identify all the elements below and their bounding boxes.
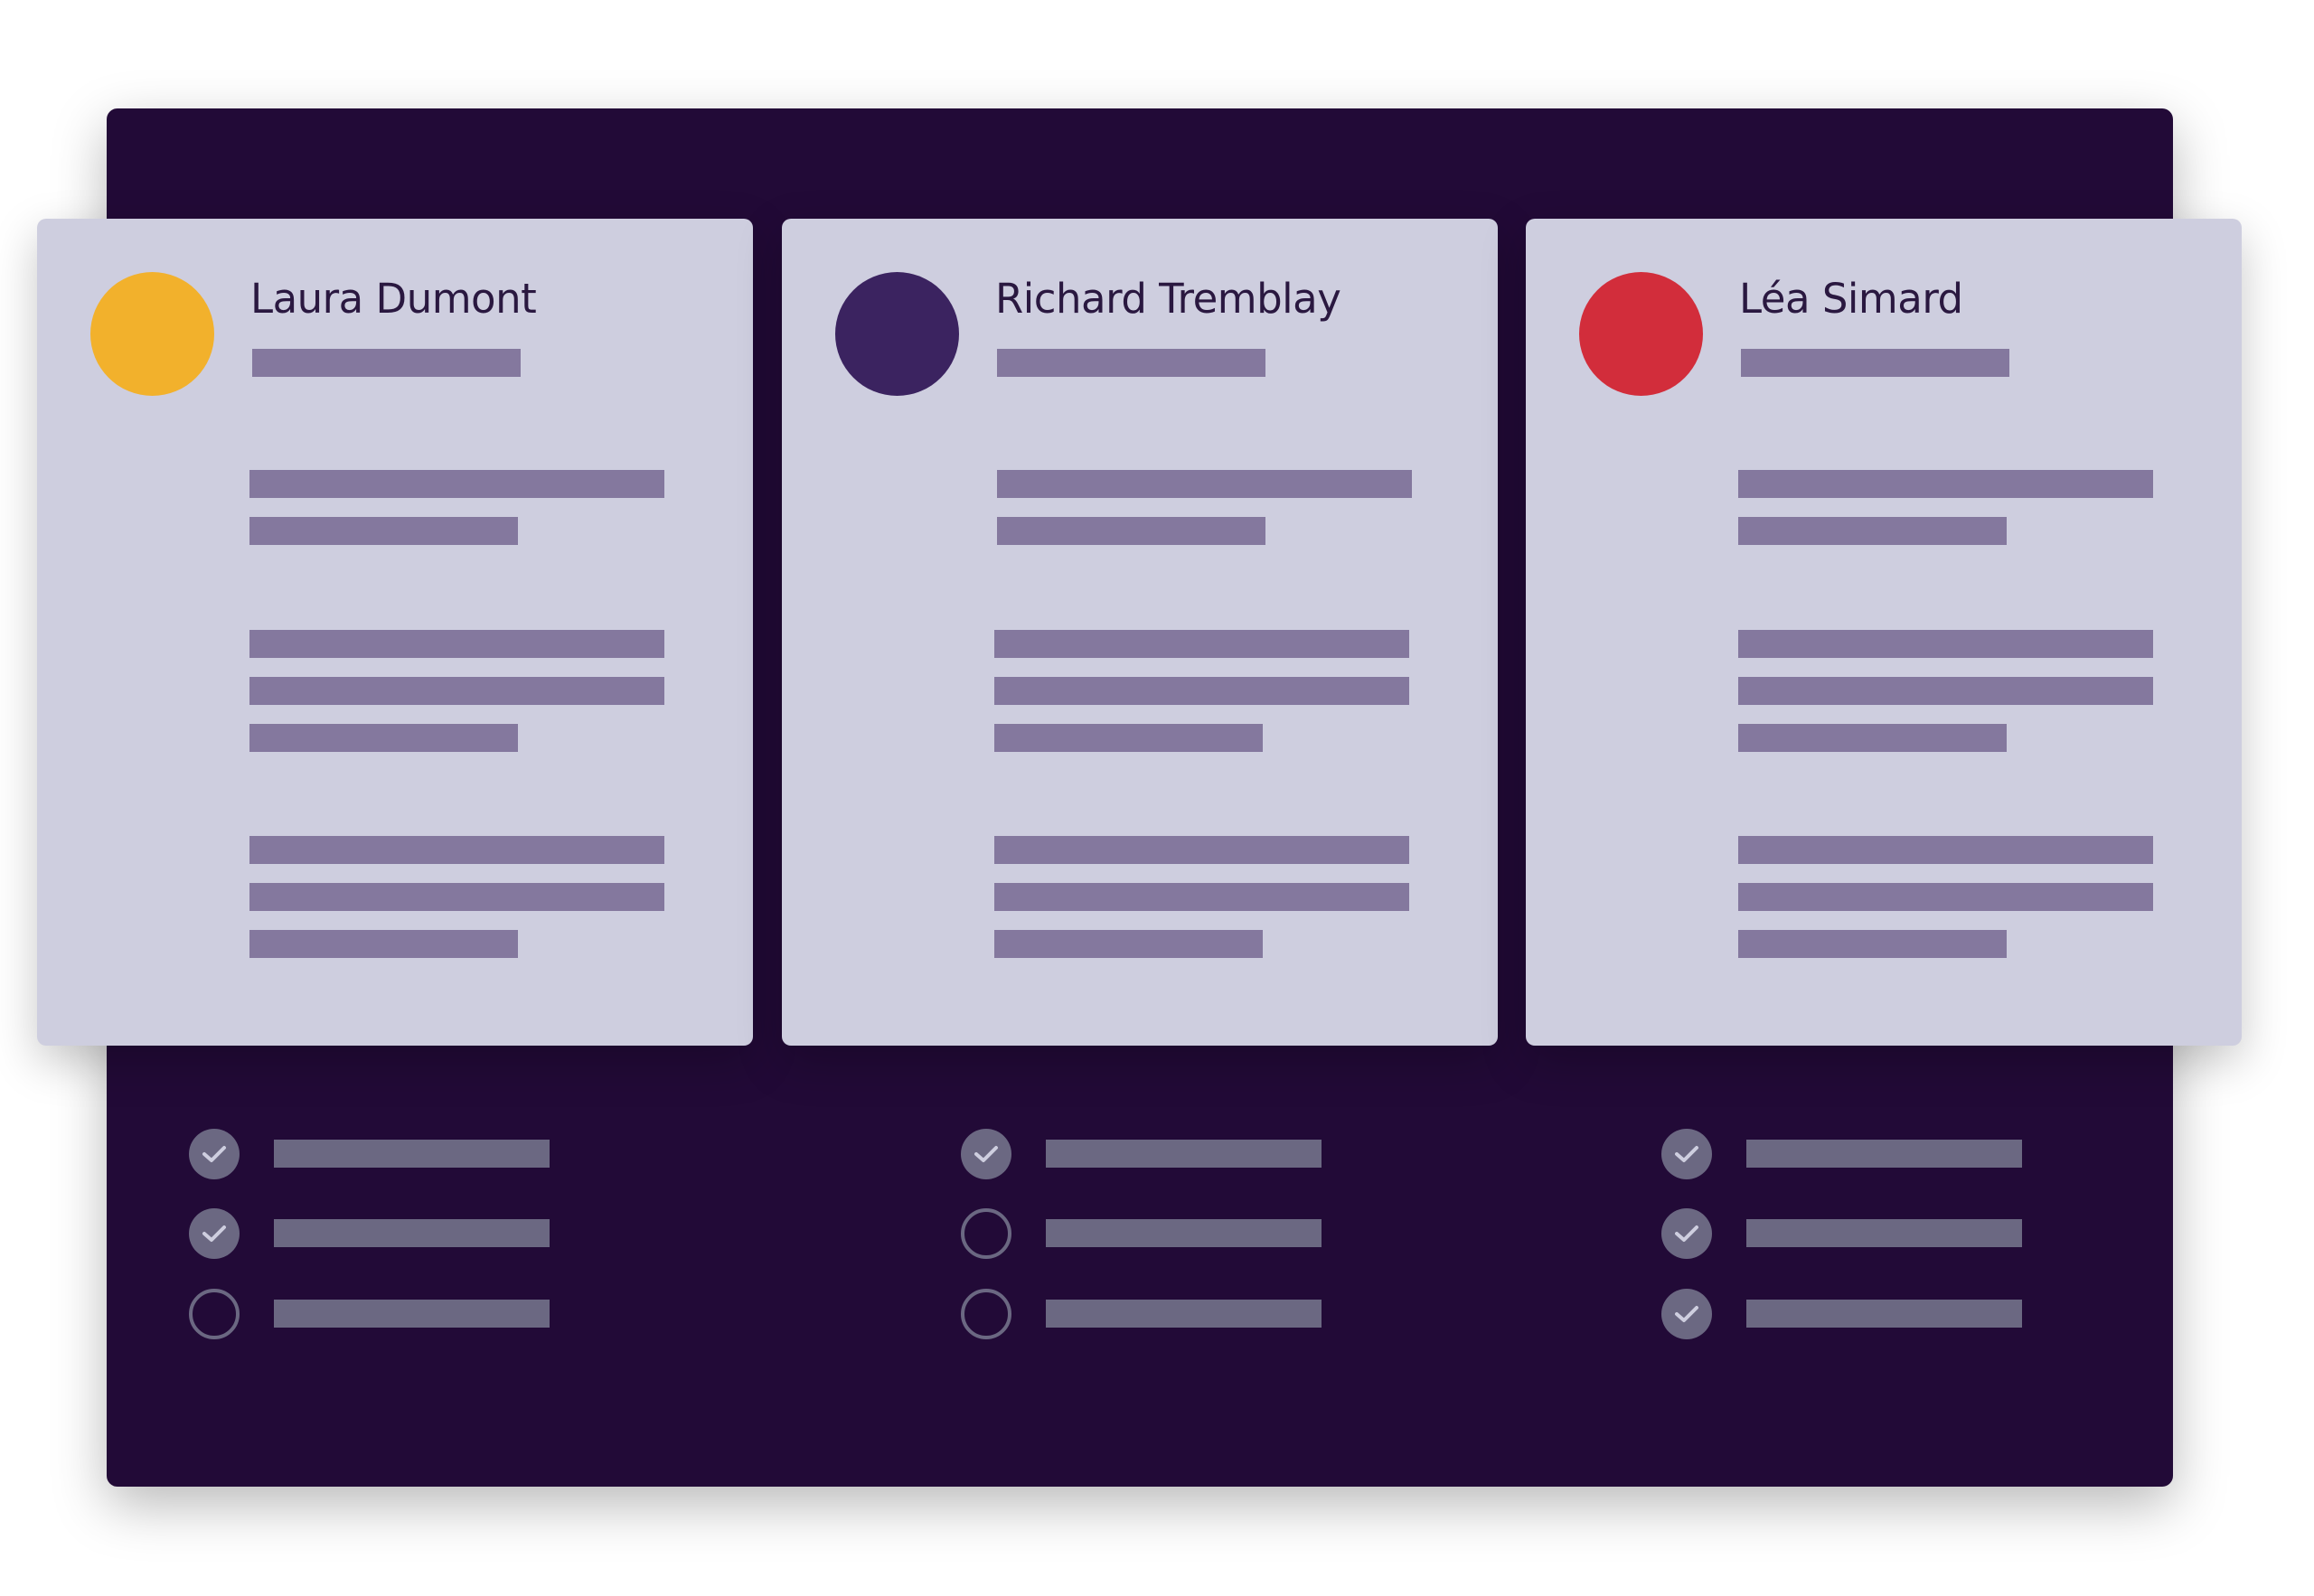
empty-circle-icon[interactable] xyxy=(961,1208,1011,1259)
checkmark-icon[interactable] xyxy=(189,1208,240,1259)
empty-circle-icon[interactable] xyxy=(189,1289,240,1339)
text-placeholder xyxy=(1738,630,2153,658)
subtitle-placeholder xyxy=(252,349,521,377)
text-placeholder xyxy=(1738,836,2153,864)
text-placeholder xyxy=(249,470,664,498)
checkmark-icon[interactable] xyxy=(961,1129,1011,1179)
text-placeholder xyxy=(997,470,1412,498)
text-placeholder xyxy=(997,517,1265,545)
checklist-text-placeholder xyxy=(274,1140,550,1168)
profile-card[interactable]: Laura Dumont xyxy=(37,219,753,1046)
checkmark-icon[interactable] xyxy=(1661,1289,1712,1339)
profile-card[interactable]: Léa Simard xyxy=(1526,219,2242,1046)
text-placeholder xyxy=(1738,677,2153,705)
avatar xyxy=(835,272,959,396)
checklist-item[interactable] xyxy=(961,1289,1377,1339)
text-placeholder xyxy=(249,677,664,705)
checklist-text-placeholder xyxy=(1046,1219,1322,1247)
profile-name: Richard Tremblay xyxy=(995,275,1341,323)
checklist-item[interactable] xyxy=(1661,1129,2077,1179)
text-placeholder xyxy=(994,883,1409,911)
text-placeholder xyxy=(994,630,1409,658)
checkmark-icon[interactable] xyxy=(1661,1208,1712,1259)
text-placeholder xyxy=(1738,517,2007,545)
profile-name: Léa Simard xyxy=(1739,275,1963,323)
checkmark-icon[interactable] xyxy=(1661,1129,1712,1179)
empty-circle-icon[interactable] xyxy=(961,1289,1011,1339)
profile-name: Laura Dumont xyxy=(250,275,537,323)
checklist-text-placeholder xyxy=(274,1300,550,1328)
checklist-text-placeholder xyxy=(1046,1300,1322,1328)
text-placeholder xyxy=(994,930,1263,958)
checklist-item[interactable] xyxy=(1661,1208,2077,1259)
checklist-item[interactable] xyxy=(189,1208,605,1259)
text-placeholder xyxy=(1738,470,2153,498)
checklist-item[interactable] xyxy=(961,1129,1377,1179)
checklist-text-placeholder xyxy=(274,1219,550,1247)
text-placeholder xyxy=(249,930,518,958)
subtitle-placeholder xyxy=(1741,349,2009,377)
text-placeholder xyxy=(249,630,664,658)
text-placeholder xyxy=(249,517,518,545)
checklist-item[interactable] xyxy=(189,1129,605,1179)
text-placeholder xyxy=(994,724,1263,752)
text-placeholder xyxy=(994,677,1409,705)
checklist-item[interactable] xyxy=(189,1289,605,1339)
text-placeholder xyxy=(1738,883,2153,911)
text-placeholder xyxy=(249,836,664,864)
checklist-item[interactable] xyxy=(1661,1289,2077,1339)
text-placeholder xyxy=(994,836,1409,864)
checklist-text-placeholder xyxy=(1746,1300,2022,1328)
text-placeholder xyxy=(1738,724,2007,752)
profile-card[interactable]: Richard Tremblay xyxy=(782,219,1498,1046)
text-placeholder xyxy=(249,883,664,911)
checklist-text-placeholder xyxy=(1746,1219,2022,1247)
checklist-text-placeholder xyxy=(1046,1140,1322,1168)
checklist-text-placeholder xyxy=(1746,1140,2022,1168)
avatar xyxy=(1579,272,1703,396)
subtitle-placeholder xyxy=(997,349,1265,377)
text-placeholder xyxy=(249,724,518,752)
checkmark-icon[interactable] xyxy=(189,1129,240,1179)
avatar xyxy=(90,272,214,396)
text-placeholder xyxy=(1738,930,2007,958)
checklist-item[interactable] xyxy=(961,1208,1377,1259)
